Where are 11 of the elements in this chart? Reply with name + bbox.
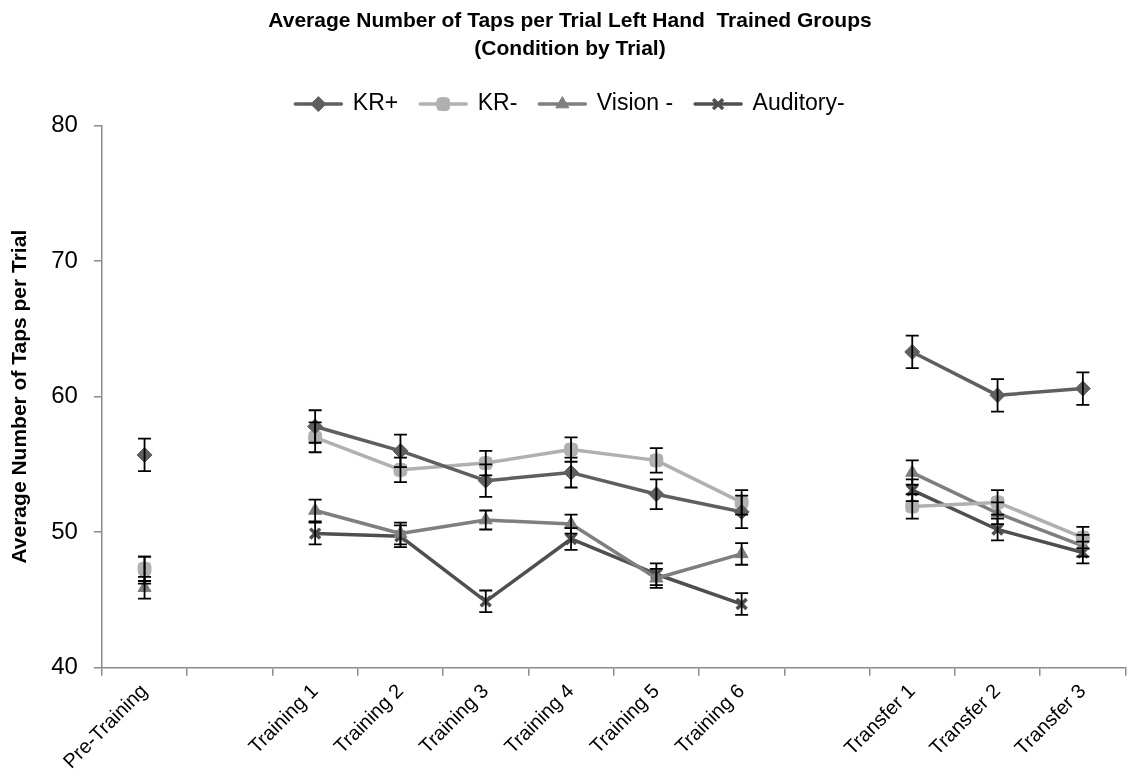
y-axis-title: Average Number of Taps per Trial: [7, 229, 31, 564]
legend-label: KR+: [352, 89, 399, 116]
y-tick-label: 80: [51, 110, 78, 138]
y-tick-label: 70: [51, 245, 78, 273]
legend-label: KR-: [477, 89, 518, 116]
legend-label: Vision -: [596, 89, 674, 116]
y-tick-label: 40: [51, 652, 78, 680]
legend-label: Auditory-: [752, 89, 845, 116]
chart-title: Average Number of Taps per Trial Left Hand Trained Groups (Condition by Trial): [268, 8, 872, 59]
y-tick-label: 50: [51, 516, 78, 544]
y-tick-label: 60: [51, 381, 78, 409]
